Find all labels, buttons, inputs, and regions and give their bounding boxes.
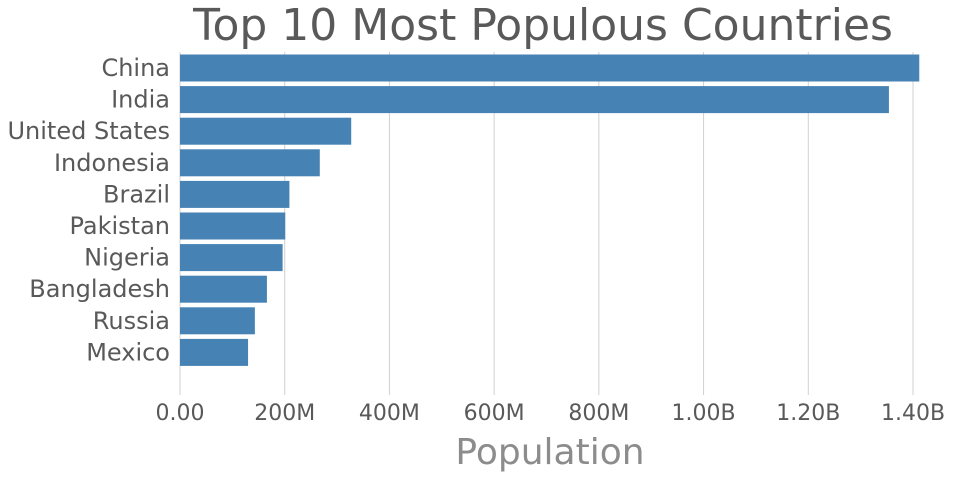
category-label: Nigeria [84,244,170,272]
category-label: Pakistan [70,212,171,240]
x-tick-label: 1.20B [776,401,840,426]
category-label: Indonesia [54,149,170,177]
bar [180,275,267,303]
category-labels: China India United States Indonesia Brazil Pa… [7,54,170,366]
category-label: Bangladesh [29,275,170,303]
category-label: Brazil [103,180,170,208]
bar [180,54,920,82]
bar [180,86,889,114]
x-tick-label: 200M [254,401,315,426]
x-tick-label: 400M [359,401,420,426]
x-tick-label: 0.00 [156,401,205,426]
bar [180,212,286,240]
x-tick-label: 1.00B [672,401,736,426]
bar [180,244,283,272]
bars [180,54,920,366]
category-label: Russia [93,307,170,335]
bar [180,338,249,366]
x-axis-title: Population [455,432,644,473]
x-tick-label: 800M [568,401,629,426]
category-label: Mexico [86,338,170,366]
x-tick-labels: 0.00 200M 400M 600M 800M 1.00B 1.20B 1.40B [156,401,946,426]
chart-title: Top 10 Most Populous Countries [192,0,893,51]
bar [180,180,290,208]
category-label: United States [7,117,170,145]
x-tick-label: 600M [464,401,525,426]
x-tick-label: 1.40B [881,401,945,426]
category-label: China [101,54,170,82]
bar [180,117,352,145]
bar [180,149,320,177]
category-label: India [111,86,170,114]
bar [180,307,255,335]
